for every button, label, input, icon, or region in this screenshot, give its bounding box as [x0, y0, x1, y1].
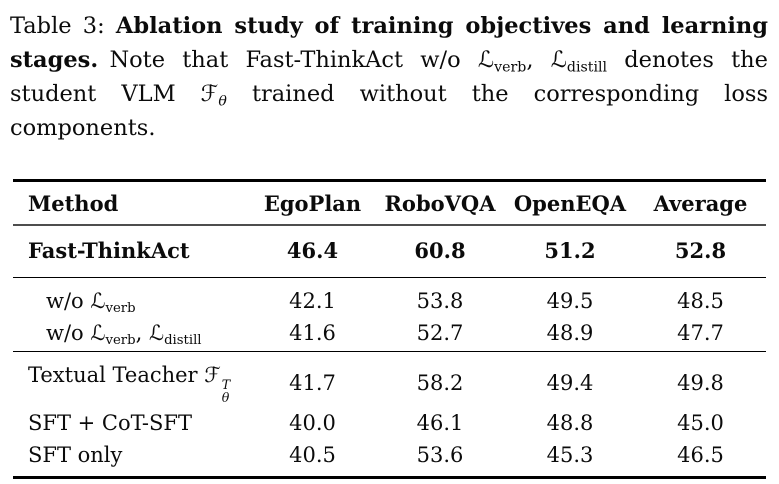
method-separator: ,	[135, 321, 149, 345]
caption-title: Ablation study of training objectives an…	[10, 13, 768, 73]
value-cell: 40.0	[289, 411, 336, 436]
value-cell: 47.7	[635, 317, 766, 352]
column-header-egoplan: EgoPlan	[250, 180, 375, 226]
column-header-openeqa: OpenEQA	[505, 180, 635, 226]
teacher-subscript: θ	[221, 390, 230, 406]
value-cell: 49.5	[546, 289, 594, 313]
caption-body-3: trained without the corresponding loss c…	[10, 81, 768, 141]
method-label: SFT + CoT-SFT	[28, 411, 192, 436]
value-cell: 48.5	[677, 289, 724, 313]
method-label: Fast-ThinkAct	[28, 238, 190, 263]
table-header: Method EgoPlan RoboVQA OpenEQA Average	[13, 180, 766, 226]
method-cell: SFT + CoT-SFT	[13, 407, 250, 439]
table-row-sft-cot-sft: SFT + CoT-SFT 40.0 46.1 48.8 45.0	[13, 407, 766, 439]
header-row: Method EgoPlan RoboVQA OpenEQA Average	[13, 180, 766, 226]
loss-verb-symbol: ℒ	[90, 321, 106, 345]
value-cell: 45.3	[546, 443, 594, 468]
table-row-wo-verb: w/o ℒverb 42.1 53.8 49.5 48.5	[13, 278, 766, 318]
loss-verb-subscript: verb	[494, 59, 527, 76]
teacher-model-symbol: ℱ	[204, 363, 221, 387]
loss-verb-symbol: ℒ	[90, 289, 106, 313]
value-cell: 46.5	[677, 443, 724, 468]
teacher-superscript: T	[221, 376, 231, 392]
student-vlm-symbol: ℱ	[200, 81, 219, 107]
value-cell: 41.7	[289, 371, 336, 396]
value-cell: 49.8	[677, 371, 724, 396]
value-cell: 52.8	[635, 225, 766, 278]
loss-distill-subscript: distill	[164, 333, 202, 349]
caption-body-2: denotes the student VLM	[10, 47, 768, 107]
caption-separator: ,	[526, 47, 551, 73]
caption-table-number: Table 3:	[10, 13, 116, 39]
value-cell: 48.8	[546, 411, 594, 436]
loss-distill-subscript: distill	[566, 59, 608, 76]
value-cell: 53.6	[416, 443, 464, 468]
table-caption: Table 3: Ablation study of training obje…	[0, 0, 779, 145]
method-cell: SFT only	[13, 439, 250, 478]
table-row-wo-verb-distill: w/o ℒverb, ℒdistill 41.6 52.7 48.9 47.7	[13, 317, 766, 352]
method-cell: w/o ℒverb, ℒdistill	[13, 317, 250, 352]
table-body: Fast-ThinkAct 46.4 60.8 51.2 52.8 w/o ℒv…	[13, 225, 766, 478]
method-label: w/o	[46, 289, 91, 313]
column-header-average: Average	[635, 180, 766, 226]
value-cell: 46.4	[250, 225, 375, 278]
value-cell: 48.9	[505, 317, 635, 352]
method-label: SFT only	[28, 443, 123, 468]
value-cell: 53.8	[416, 289, 464, 313]
ablation-table: Method EgoPlan RoboVQA OpenEQA Average F…	[13, 179, 766, 480]
loss-distill-symbol: ℒ	[148, 321, 165, 345]
loss-distill-symbol: ℒ	[550, 47, 567, 73]
value-cell: 51.2	[505, 225, 635, 278]
loss-verb-subscript: verb	[105, 333, 136, 349]
caption-body-1: Note that Fast-ThinkAct w/o	[98, 47, 478, 73]
student-vlm-subscript: θ	[218, 93, 227, 110]
value-cell: 52.7	[375, 317, 505, 352]
column-header-robovqa: RoboVQA	[375, 180, 505, 226]
method-cell: w/o ℒverb	[13, 278, 250, 318]
value-cell: 58.2	[416, 371, 464, 396]
value-cell: 49.4	[546, 371, 594, 396]
method-cell: Fast-ThinkAct	[13, 225, 250, 278]
loss-verb-symbol: ℒ	[477, 47, 495, 73]
table-row-sft-only: SFT only 40.5 53.6 45.3 46.5	[13, 439, 766, 478]
value-cell: 60.8	[375, 225, 505, 278]
value-cell: 40.5	[289, 443, 336, 468]
value-cell: 45.0	[677, 411, 724, 436]
value-cell: 42.1	[289, 289, 336, 313]
value-cell: 41.6	[250, 317, 375, 352]
loss-verb-subscript: verb	[105, 301, 136, 317]
method-label: Textual Teacher	[28, 363, 205, 387]
table-row-fast-thinkact: Fast-ThinkAct 46.4 60.8 51.2 52.8	[13, 225, 766, 278]
method-label: w/o	[46, 321, 91, 345]
value-cell: 46.1	[416, 411, 464, 436]
column-header-method: Method	[13, 180, 250, 226]
